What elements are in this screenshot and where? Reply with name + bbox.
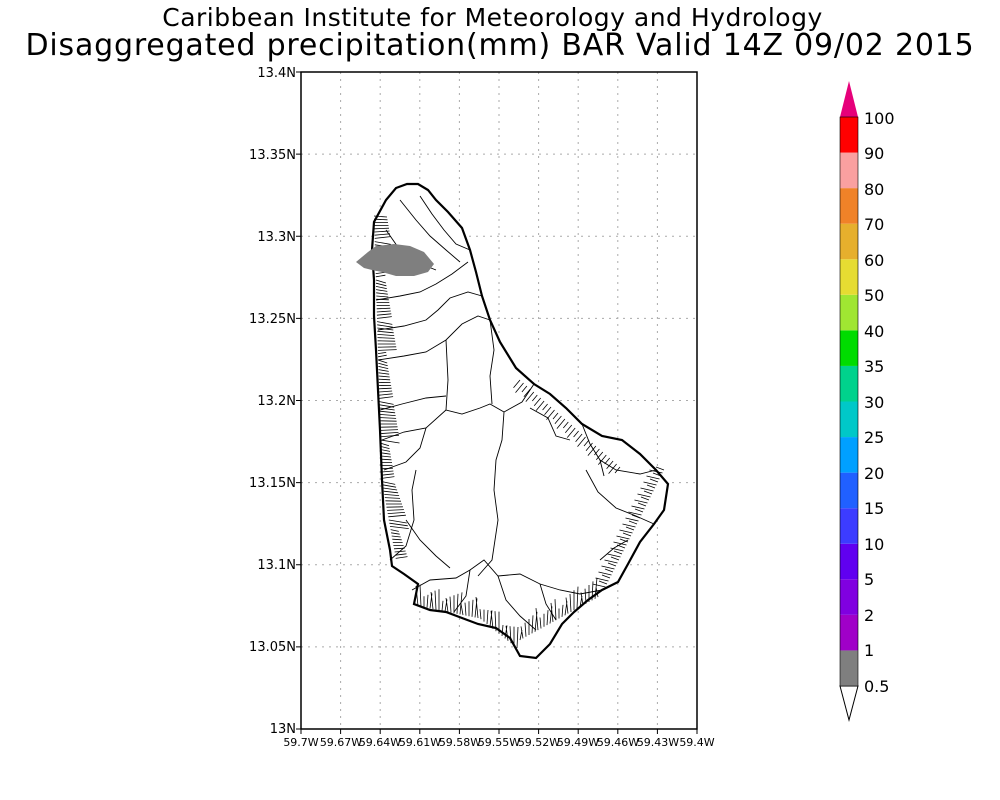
lat-label: 13.1N — [257, 558, 296, 573]
barbados-island — [356, 182, 670, 660]
lon-label: 59.55W — [478, 736, 520, 749]
lon-label: 59.46W — [597, 736, 639, 749]
colorbar-swatch — [840, 508, 858, 544]
colorbar-label: 70 — [864, 215, 884, 234]
colorbar-swatch — [840, 614, 858, 651]
lon-label: 59.4W — [679, 736, 714, 749]
colorbar-label: 1 — [864, 641, 874, 660]
colorbar-swatch — [840, 401, 858, 438]
colorbar-label: 25 — [864, 428, 884, 447]
lon-label: 59.64W — [359, 736, 401, 749]
colorbar-swatch — [840, 259, 858, 295]
colorbar-label: 100 — [864, 109, 895, 128]
colorbar-swatch — [840, 330, 858, 366]
colorbar-label: 80 — [864, 180, 884, 199]
latitude-axis-labels: 13N 13.05N 13.1N 13.15N 13.2N 13.25N 13.… — [249, 66, 296, 737]
lon-label: 59.61W — [399, 736, 441, 749]
colorbar-swatch — [840, 472, 858, 509]
lon-label: 59.67W — [320, 736, 362, 749]
colorbar-label: 50 — [864, 286, 884, 305]
colorbar-outline — [839, 116, 859, 687]
precipitation-area — [356, 244, 434, 276]
lat-label: 13.35N — [249, 148, 296, 163]
colorbar-label: 5 — [864, 570, 874, 589]
lat-label: 13.3N — [257, 230, 296, 245]
lat-label: 13.2N — [257, 394, 296, 409]
colorbar-label: 20 — [864, 464, 884, 483]
axis-ticks — [296, 71, 698, 734]
colorbar-swatch — [840, 294, 858, 331]
coastal-streams — [373, 215, 665, 649]
colorbar-swatches — [839, 81, 859, 722]
colorbar-label: 0.5 — [864, 677, 889, 696]
colorbar-swatch — [840, 365, 858, 402]
colorbar-swatch — [840, 117, 858, 153]
institute-title: Caribbean Institute for Meteorology and … — [162, 3, 823, 32]
lon-label: 59.43W — [637, 736, 679, 749]
colorbar-swatch — [840, 543, 858, 580]
product-title: Disaggregated precipitation(mm) BAR Vali… — [25, 28, 975, 63]
colorbar-swatch — [840, 437, 858, 473]
lon-label: 59.7W — [283, 736, 318, 749]
colorbar-label: 30 — [864, 393, 884, 412]
colorbar-under-triangle — [839, 685, 859, 722]
colorbar-swatch — [840, 650, 858, 686]
lat-label: 13.05N — [249, 640, 296, 655]
colorbar-label: 90 — [864, 144, 884, 163]
lat-label: 13.25N — [249, 312, 296, 327]
colorbar-over-triangle — [840, 81, 858, 117]
colorbar-label: 2 — [864, 606, 874, 625]
colorbar-label: 35 — [864, 357, 884, 376]
colorbar-swatch — [840, 188, 858, 224]
lat-label: 13.15N — [249, 476, 296, 491]
colorbar-label: 60 — [864, 251, 884, 270]
colorbar-swatch — [840, 223, 858, 260]
colorbar-swatch — [840, 152, 858, 189]
lon-label: 59.49W — [557, 736, 599, 749]
lon-label: 59.52W — [518, 736, 560, 749]
colorbar-legend: 0.5 1 2 5 10 15 20 25 30 35 40 50 60 70 … — [839, 81, 895, 722]
lat-label: 13.4N — [257, 66, 296, 81]
colorbar-labels: 0.5 1 2 5 10 15 20 25 30 35 40 50 60 70 … — [864, 109, 895, 696]
longitude-axis-labels: 59.7W 59.67W 59.64W 59.61W 59.58W 59.55W… — [283, 736, 714, 749]
colorbar-label: 40 — [864, 322, 884, 341]
watershed-boundaries — [375, 195, 657, 631]
lon-label: 59.58W — [439, 736, 481, 749]
colorbar-label: 15 — [864, 499, 884, 518]
lat-label: 13N — [270, 722, 296, 737]
colorbar-label: 10 — [864, 535, 884, 554]
colorbar-swatch — [840, 579, 858, 615]
